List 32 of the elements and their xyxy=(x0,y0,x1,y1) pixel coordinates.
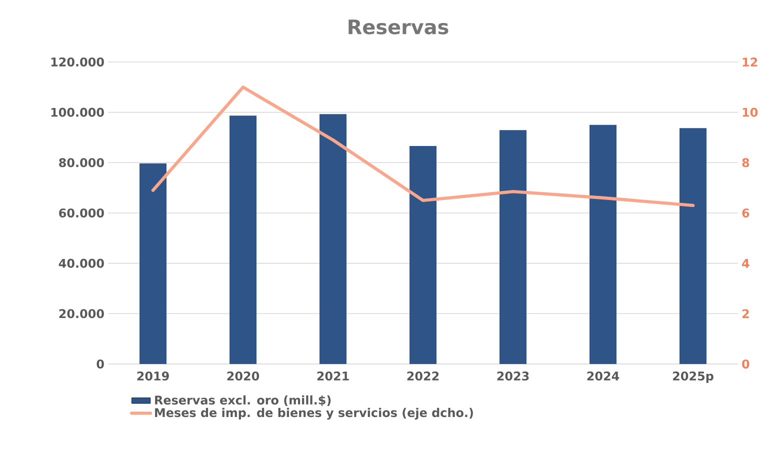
bar xyxy=(500,130,527,364)
x-tick-label: 2024 xyxy=(587,372,620,381)
y-tick-label: 120.000 xyxy=(51,57,104,67)
y-tick-label: 80.000 xyxy=(59,158,104,168)
legend-label: Reservas excl. oro (mill.$) xyxy=(155,395,331,406)
bar xyxy=(140,163,167,364)
y-tick-label: 0 xyxy=(96,359,104,369)
bar xyxy=(590,124,616,364)
y2-tick-label: 2 xyxy=(742,309,749,318)
y2-tick-label: 6 xyxy=(742,208,750,218)
x-tick-label: 2021 xyxy=(317,372,349,381)
chart-title: Reservas xyxy=(348,20,448,34)
bar xyxy=(680,128,706,364)
x-tick-label: 2019 xyxy=(137,372,169,381)
y2-tick-label: 10 xyxy=(742,108,758,117)
x-tick-label: 2020 xyxy=(227,372,260,381)
x-tick-label: 2022 xyxy=(407,372,439,381)
bar xyxy=(230,116,257,364)
y2-tick-label: 8 xyxy=(742,158,750,168)
x-tick-label: 2023 xyxy=(497,372,529,381)
y2-tick-label: 12 xyxy=(742,58,758,66)
bar xyxy=(410,146,437,364)
x-tick-label: 2025p xyxy=(673,372,714,383)
y-tick-label: 60.000 xyxy=(59,208,104,218)
line-series xyxy=(151,86,695,208)
bar xyxy=(320,114,347,364)
y2-tick-label: 4 xyxy=(742,258,750,268)
y-tick-label: 40.000 xyxy=(58,258,104,268)
y2-tick-label: 0 xyxy=(742,359,750,369)
legend-label: Meses de imp. de bienes y servicios (eje dcho.) xyxy=(155,408,473,420)
y-tick-label: 20.000 xyxy=(59,309,104,318)
y-tick-label: 100.000 xyxy=(51,108,104,117)
